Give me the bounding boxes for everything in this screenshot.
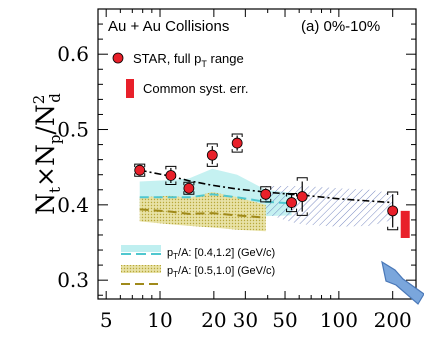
- legend-swatch-olive-band: [121, 265, 161, 273]
- band-olive-dotted: [139, 192, 266, 232]
- x-tick-label: 200: [374, 308, 412, 332]
- y-tick-label: 0.3: [57, 268, 89, 292]
- point-marker: [260, 188, 272, 200]
- legend-swatch-cyan-band: [121, 245, 161, 252]
- syst-bracket-top: [260, 186, 272, 190]
- legend-label-syst: Common syst. err.: [143, 81, 248, 96]
- common-syst-box: [400, 210, 410, 238]
- dashed-line-olive-dash: [139, 208, 266, 219]
- legend-label-olive: pT/A: [0.5,1.0] (GeV/c): [167, 265, 275, 279]
- point-marker: [231, 137, 243, 149]
- syst-bracket-bottom: [296, 212, 308, 216]
- trend-polyline: [139, 169, 393, 204]
- data-point: [296, 177, 308, 216]
- legend-marker-star: [112, 52, 124, 64]
- syst-bracket-top: [387, 191, 399, 196]
- x-tick-label: 20: [201, 308, 226, 332]
- point-marker: [296, 191, 308, 202]
- syst-bracket-top: [206, 143, 218, 147]
- panel-label: (a) 0%-10%: [301, 18, 380, 35]
- data-point: [183, 181, 195, 195]
- x-axis-ticks: 5 10 20 30 50 100 200: [100, 9, 412, 332]
- data-point: [231, 133, 243, 153]
- data-point: [286, 193, 298, 213]
- point-marker: [134, 164, 146, 176]
- syst-bracket-bottom: [183, 191, 195, 195]
- syst-bracket-top: [165, 165, 177, 170]
- data-points: [134, 133, 410, 238]
- legend-top: STAR, full pT range Common syst. err.: [112, 51, 248, 98]
- trend-line: [139, 169, 393, 204]
- point-marker: [183, 182, 195, 194]
- x-tick-label: 50: [272, 308, 297, 332]
- legend-label-star: STAR, full pT range: [133, 51, 244, 69]
- syst-bracket-bottom: [206, 163, 218, 167]
- x-tick-label: 30: [233, 308, 258, 332]
- syst-bracket-bottom: [165, 181, 177, 186]
- data-point: [260, 186, 272, 203]
- data-point: [387, 191, 399, 231]
- y-tick-label: 0.6: [57, 42, 89, 66]
- legend-bottom: pT/A: [0.4,1.2] (GeV/c) pT/A: [0.5,1.0] …: [121, 245, 275, 285]
- syst-bracket-bottom: [260, 198, 272, 203]
- point-marker: [206, 149, 218, 161]
- x-tick-label: 5: [100, 308, 113, 332]
- syst-bracket-top: [134, 163, 146, 168]
- syst-bracket-top: [286, 193, 298, 197]
- arrow-shape: [381, 260, 424, 305]
- x-tick-label: 100: [320, 308, 358, 332]
- y-axis-ticks: 0.3 0.4 0.5 0.6: [57, 23, 416, 296]
- syst-bracket-bottom: [286, 208, 298, 213]
- syst-bracket-top: [183, 181, 195, 186]
- syst-bracket-top: [296, 177, 308, 181]
- data-point: [134, 163, 146, 177]
- point-marker: [387, 205, 399, 217]
- point-marker: [286, 197, 297, 208]
- syst-bracket-top: [231, 133, 243, 138]
- point-marker: [165, 170, 177, 181]
- legend-box-syst: [126, 79, 134, 98]
- x-tick-label: 10: [147, 308, 172, 332]
- data-point: [165, 165, 177, 186]
- chart-title: Au + Au Collisions: [108, 18, 229, 35]
- syst-bracket-bottom: [387, 226, 399, 231]
- y-tick-label: 0.4: [57, 193, 89, 217]
- data-point: [206, 143, 218, 167]
- pointer-arrow: [381, 260, 424, 305]
- legend-label-cyan: pT/A: [0.4,1.2] (GeV/c): [167, 247, 275, 261]
- y-axis-label: Nt×Np/N2d: [30, 93, 64, 215]
- syst-bracket-bottom: [231, 149, 243, 153]
- y-tick-label: 0.5: [57, 118, 89, 142]
- syst-bracket-bottom: [134, 173, 146, 177]
